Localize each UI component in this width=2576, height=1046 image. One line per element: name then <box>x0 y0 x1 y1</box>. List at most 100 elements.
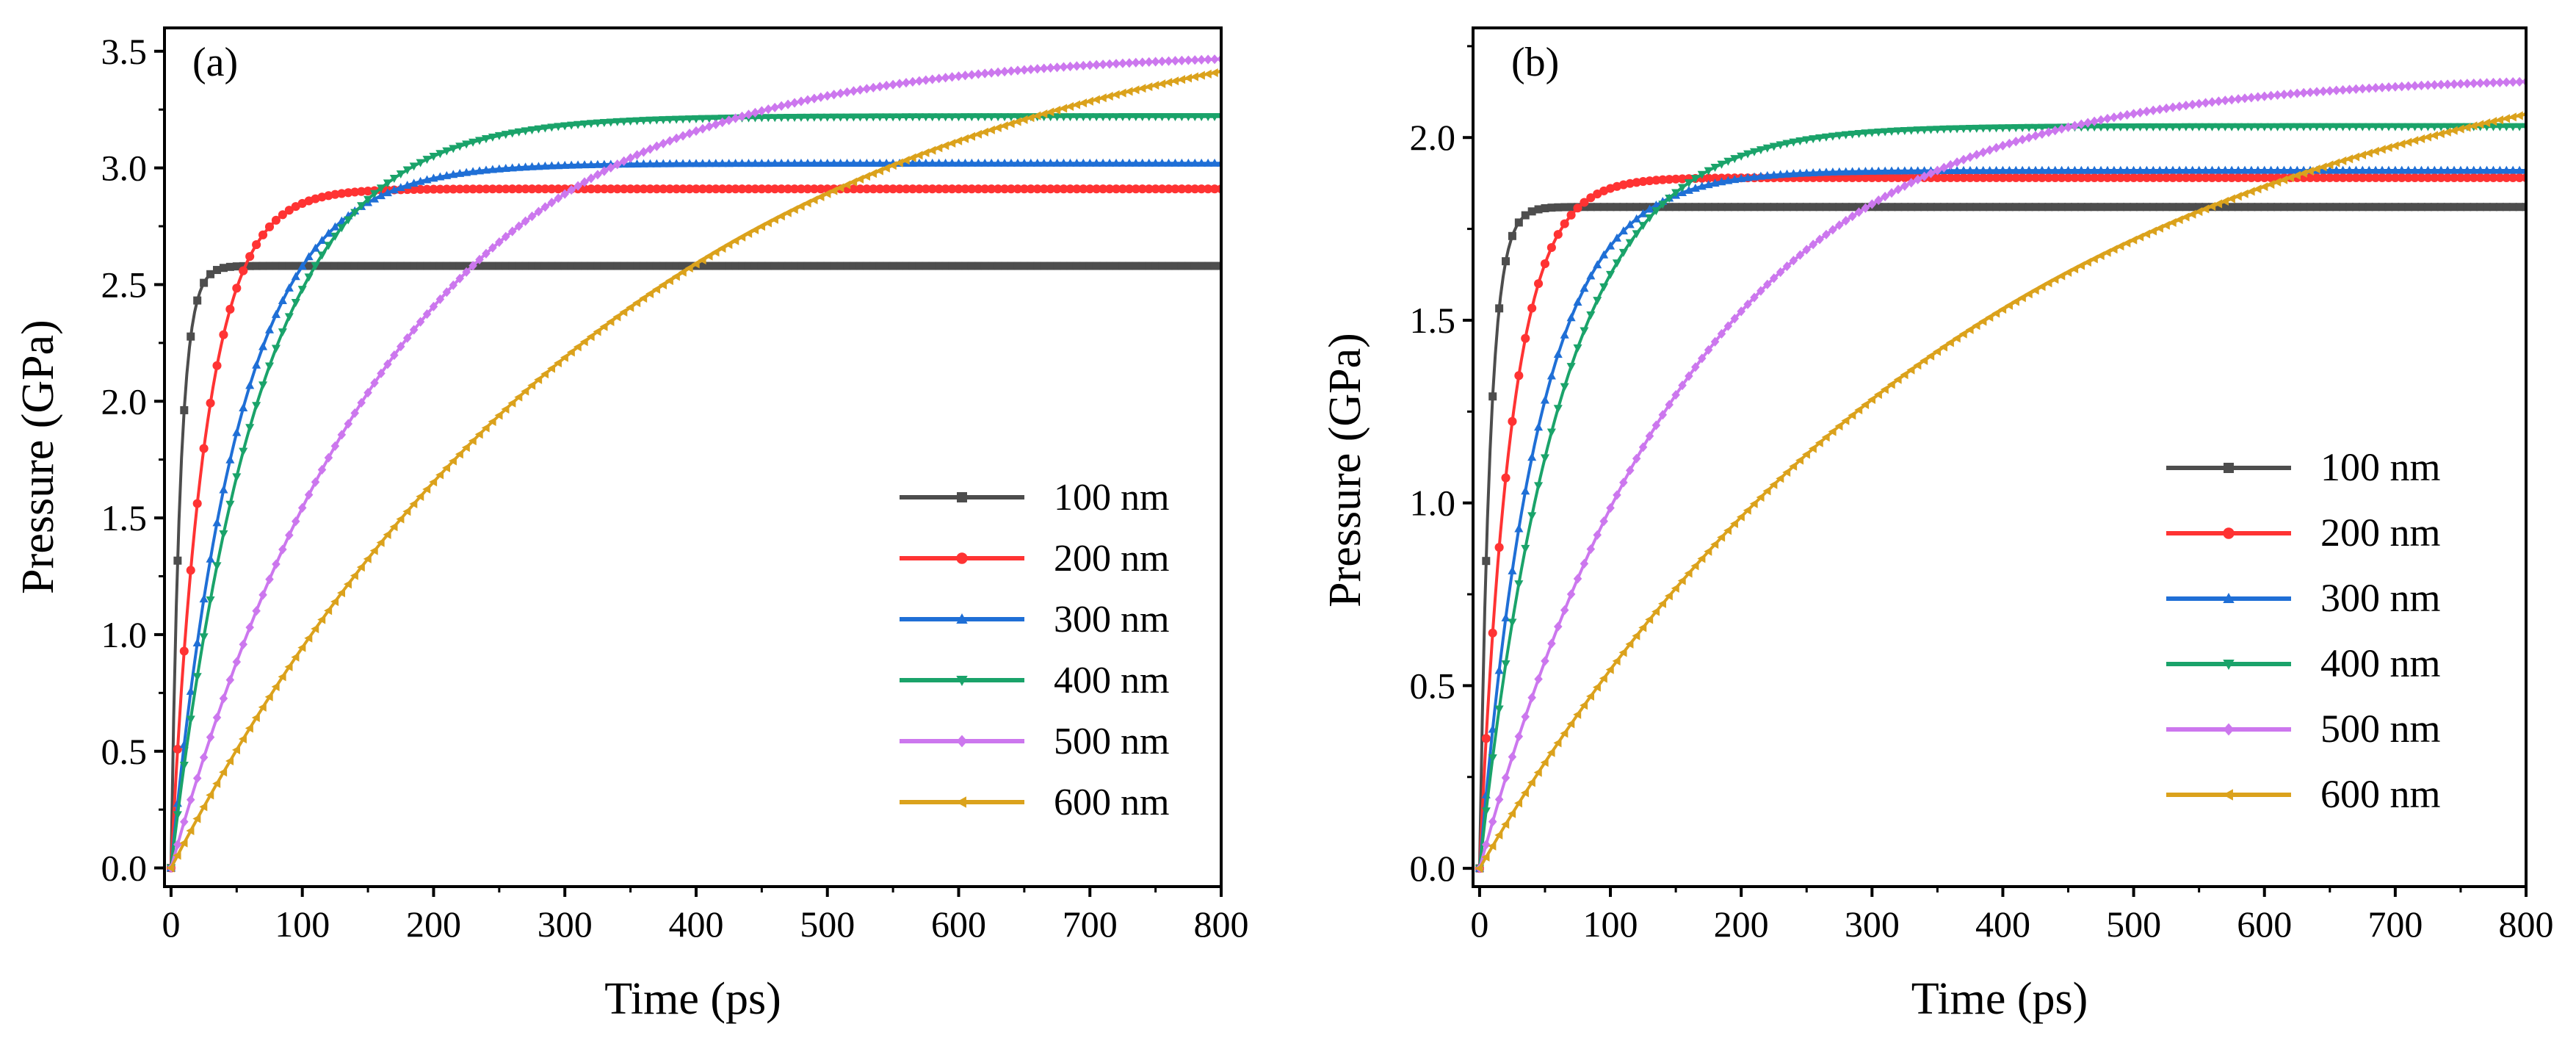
data-point <box>1789 461 1798 471</box>
x-tick-label: 0 <box>162 903 180 945</box>
data-point <box>1913 174 1922 184</box>
data-point <box>1137 158 1147 167</box>
data-point <box>245 424 255 433</box>
data-point <box>1900 181 1909 191</box>
data-point <box>613 262 622 270</box>
legend-marker <box>956 552 968 564</box>
data-point <box>652 184 662 194</box>
data-point <box>1052 62 1062 73</box>
data-point <box>2174 215 2183 225</box>
series-clip <box>166 54 1221 873</box>
data-point <box>2371 165 2381 174</box>
series-600-nm <box>1475 111 2526 873</box>
data-point <box>2240 203 2249 212</box>
data-point <box>764 159 773 167</box>
data-point <box>1566 363 1576 372</box>
data-point <box>1737 306 1745 317</box>
data-point <box>1914 203 1922 212</box>
data-point <box>311 477 320 487</box>
data-point <box>855 184 865 194</box>
data-point <box>1020 262 1029 270</box>
data-point <box>495 237 504 248</box>
data-point <box>186 686 195 695</box>
data-point <box>960 113 970 122</box>
data-point <box>376 191 386 200</box>
data-point <box>2221 173 2230 183</box>
data-point <box>1157 184 1167 194</box>
data-point <box>1508 416 1517 426</box>
data-point <box>567 160 576 169</box>
data-point <box>1013 117 1021 126</box>
data-point <box>1541 203 1549 212</box>
data-point <box>2495 165 2505 174</box>
data-point <box>2449 165 2459 174</box>
data-point <box>1521 486 1530 495</box>
data-point <box>2430 80 2439 90</box>
data-point <box>1132 57 1140 68</box>
data-point <box>1958 165 1969 174</box>
data-point <box>534 375 543 384</box>
data-point <box>1618 226 1628 235</box>
x-tick-label: 700 <box>1063 903 1118 945</box>
data-point <box>777 159 786 167</box>
data-point <box>796 113 806 122</box>
data-point <box>1514 580 1524 589</box>
data-point <box>271 682 280 691</box>
y-axis-label-b: Pressure (GPa) <box>1320 333 1370 607</box>
data-point <box>1514 798 1523 808</box>
data-point <box>1946 125 1955 134</box>
data-point <box>2254 92 2262 102</box>
x-tick-label: 400 <box>1975 903 2030 945</box>
data-point <box>2345 84 2354 95</box>
data-point <box>1020 65 1029 75</box>
data-point <box>1638 442 1648 452</box>
data-point <box>1697 353 1707 364</box>
data-point <box>2116 203 2125 212</box>
data-point <box>626 184 635 194</box>
data-point <box>468 138 478 147</box>
data-point <box>2031 203 2040 212</box>
data-point <box>219 330 228 339</box>
data-point <box>672 184 681 194</box>
data-point <box>264 325 275 333</box>
data-point <box>2122 238 2131 248</box>
legend-marker <box>2223 723 2235 736</box>
data-point <box>2351 152 2360 162</box>
data-point <box>350 262 359 270</box>
data-point <box>2436 129 2445 139</box>
data-point <box>2429 131 2438 140</box>
legend-item: 500 nm <box>900 721 1169 762</box>
data-point <box>344 216 353 225</box>
data-point <box>2345 165 2354 174</box>
data-point <box>1972 173 1981 183</box>
data-point <box>337 262 346 270</box>
data-point <box>284 313 294 322</box>
data-point <box>1639 203 1648 212</box>
data-point <box>947 158 957 167</box>
data-point <box>258 342 268 350</box>
data-point <box>1184 262 1193 270</box>
data-point <box>304 273 314 282</box>
data-point <box>1488 841 1497 851</box>
data-point <box>2502 77 2511 87</box>
data-point <box>2279 175 2288 184</box>
data-point <box>777 262 786 270</box>
data-point <box>1782 467 1791 477</box>
data-point <box>272 262 281 270</box>
data-point <box>698 262 707 270</box>
data-point <box>679 159 688 167</box>
data-point <box>527 380 536 390</box>
data-point <box>790 98 799 108</box>
data-point <box>1671 583 1679 593</box>
data-point <box>2436 173 2446 183</box>
data-point <box>1750 292 1759 303</box>
data-point <box>474 184 485 194</box>
data-point <box>2260 182 2268 192</box>
data-point <box>225 756 234 765</box>
data-point <box>1828 132 1837 141</box>
data-point <box>987 68 996 78</box>
data-point <box>789 159 800 167</box>
data-point <box>626 262 635 270</box>
data-point <box>1704 345 1713 356</box>
data-point <box>803 113 812 122</box>
